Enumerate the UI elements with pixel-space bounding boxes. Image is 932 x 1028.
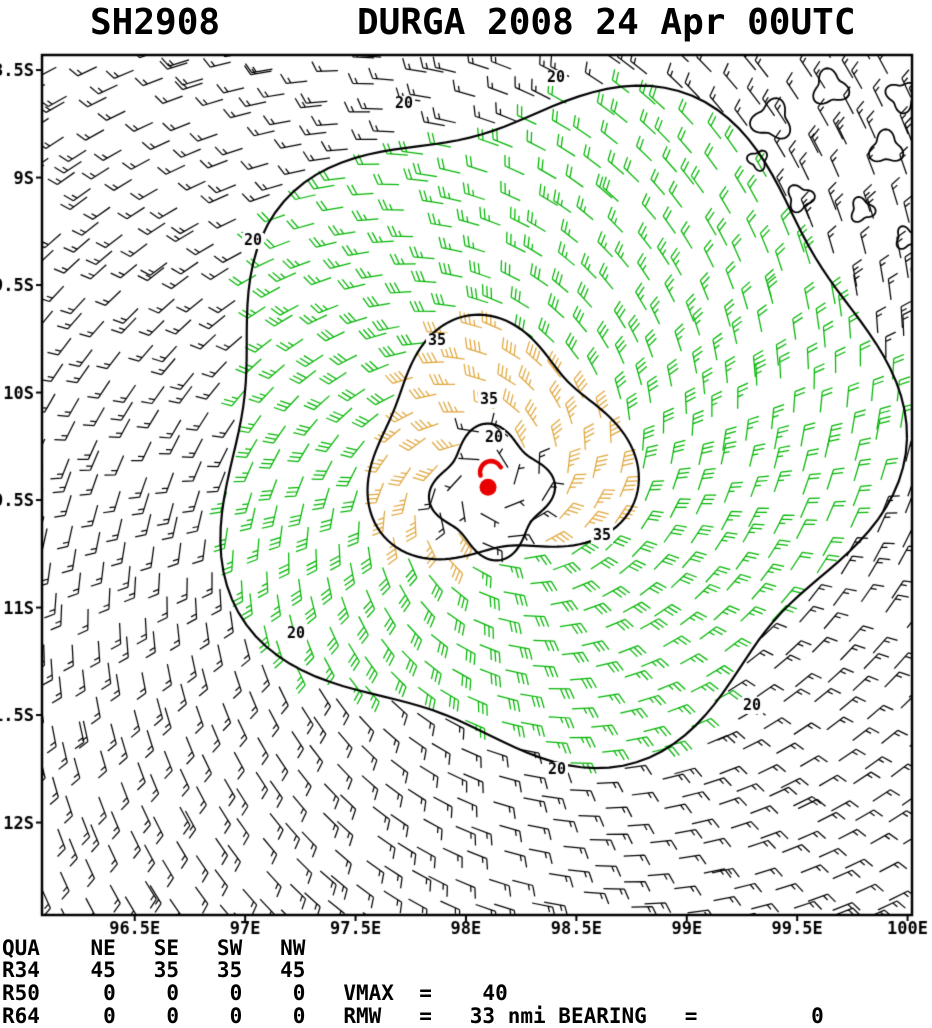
wind-radii-quadrant-header: QUA NE SE SW NW [2, 936, 306, 960]
wind-radii-r50-vmax-row: R50 0 0 0 0 VMAX = 40 [2, 981, 508, 1005]
wind-radii-r34-row: R34 45 35 35 45 [2, 958, 306, 982]
wind-radii-r64-rmw-bearing-row: R64 0 0 0 0 RMW = 33 nmi BEARING = 0 [2, 1004, 824, 1028]
storm-id-label: SH2908 [90, 2, 221, 43]
storm-name-datetime-label: DURGA 2008 24 Apr 00UTC [357, 2, 856, 43]
